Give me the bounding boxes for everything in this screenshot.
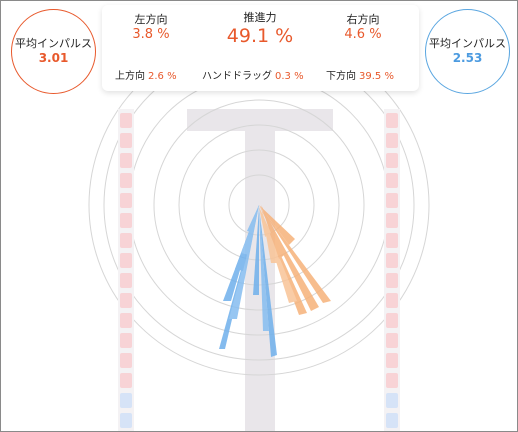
impulse-segment-red [120,313,132,328]
right-average-impulse-gauge: 平均インパルス 2.53 [425,9,510,94]
stat-left-label: 左方向 [134,13,168,26]
stat-right: 右方向 4.6 % [332,13,394,43]
left-gauge-label: 平均インパルス [15,37,92,50]
impulse-column-track [118,109,134,431]
stroke-stats-panel: 左方向 3.8 % 推進力 49.1 % 右方向 4.6 % 上方向 2.6 % … [102,5,419,91]
left-impulse-column [118,109,134,431]
right-impulse-column [384,109,400,431]
orange-vector [259,207,271,237]
impulse-segment-red [386,173,398,188]
stat-right-label: 右方向 [346,13,380,26]
right-gauge-value: 2.53 [452,51,483,65]
right-hand-vectors [259,205,331,315]
impulse-segment-red [386,113,398,128]
impulse-segment-red [386,193,398,208]
impulse-segment-red [120,173,132,188]
impulse-segment-red [120,133,132,148]
impulse-segment-red [386,373,398,388]
stat-left: 左方向 3.8 % [120,13,182,43]
impulse-segment-red [386,333,398,348]
orange-vector [261,205,287,259]
impulse-segment-red [120,273,132,288]
stat-up-value: 2.6 % [148,71,177,82]
impulse-segment-red [386,233,398,248]
blue-vector [253,207,259,295]
impulse-segment-blue [386,393,398,408]
stat-hand-drag-value: 0.3 % [275,71,304,82]
impulse-segment-red [386,153,398,168]
impulse-column-track [384,109,400,431]
orange-vector [259,205,331,303]
left-average-impulse-gauge: 平均インパルス 3.01 [11,9,96,94]
impulse-segment-red [386,313,398,328]
blue-vector [259,207,277,357]
impulse-segment-red [386,273,398,288]
impulse-segment-red [120,353,132,368]
impulse-segment-red [120,253,132,268]
orange-vector [259,205,295,245]
blue-vector [259,207,269,331]
impulse-segment-red [386,213,398,228]
impulse-segment-red [120,293,132,308]
stat-down-value: 39.5 % [359,71,394,82]
impulse-segment-red [120,213,132,228]
impulse-segment-blue [120,393,132,408]
stat-thrust-label: 推進力 [243,11,277,24]
ring-4 [153,99,365,311]
impulse-segment-red [120,233,132,248]
impulse-segment-red [386,293,398,308]
right-gauge-label: 平均インパルス [429,37,506,50]
stat-up-label: 上方向 [115,71,145,82]
stat-down-label: 下方向 [326,71,356,82]
stat-hand-drag-label: ハンドドラッグ [202,71,272,82]
impulse-segment-blue [386,413,398,428]
stat-down: 下方向 39.5 % [326,67,394,82]
blue-vector [247,205,259,233]
impulse-segment-red [120,193,132,208]
stat-left-value: 3.8 % [132,27,170,42]
impulse-segment-red [386,253,398,268]
swimmer-body-icon [187,109,333,431]
impulse-segment-red [120,333,132,348]
stat-up: 上方向 2.6 % [115,67,177,82]
impulse-segment-red [386,133,398,148]
stat-hand-drag: ハンドドラッグ 0.3 % [202,67,304,82]
impulse-segment-red [386,353,398,368]
stat-thrust: 推進力 49.1 % [210,11,310,47]
impulse-segment-red [120,373,132,388]
impulse-segment-blue [120,413,132,428]
left-gauge-value: 3.01 [38,51,69,65]
stat-thrust-value: 49.1 % [226,25,294,47]
stat-right-value: 4.6 % [344,27,382,42]
left-hand-vectors [219,205,277,357]
impulse-segment-red [120,153,132,168]
impulse-segment-red [120,113,132,128]
